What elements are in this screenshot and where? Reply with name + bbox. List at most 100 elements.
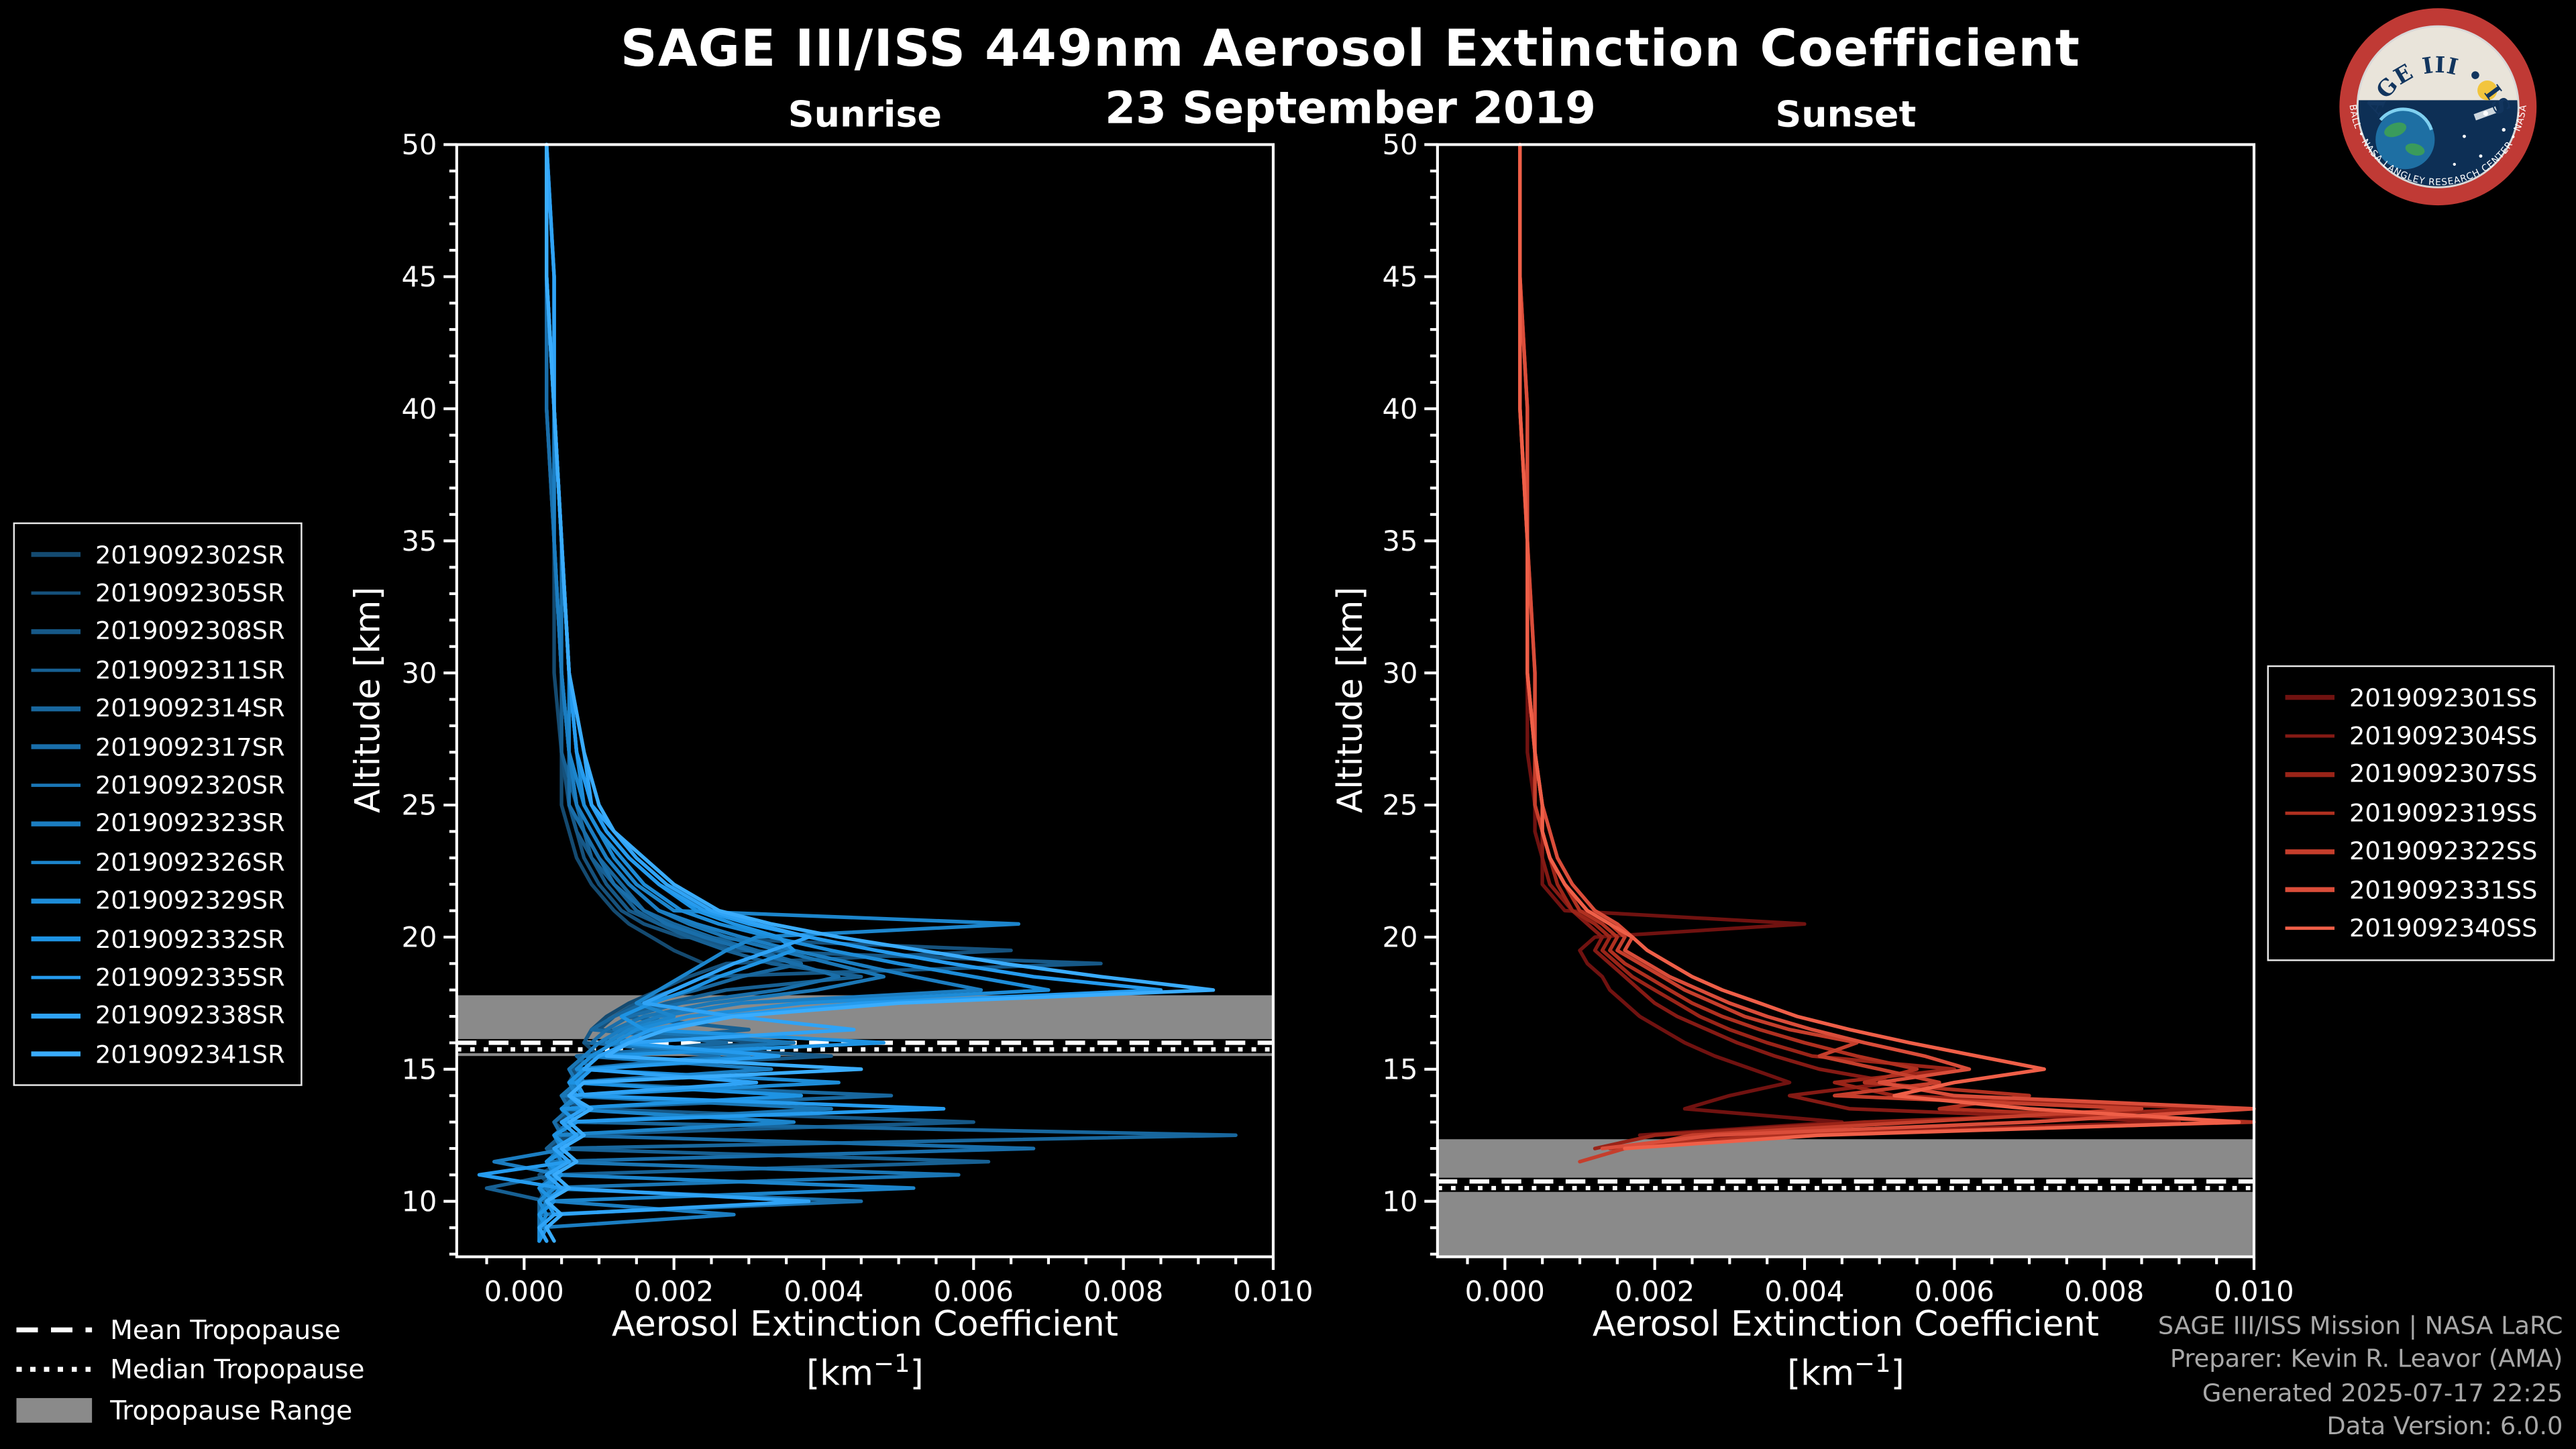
tropopause-legend: Mean Tropopause Median Tropopause Tropop…	[16, 1309, 365, 1431]
svg-text:0.000: 0.000	[1465, 1275, 1545, 1308]
legend-label: 2019092311SR	[95, 655, 285, 685]
legend-label: 2019092320SR	[95, 770, 285, 800]
legend-item-2019092326SR: 2019092326SR	[31, 843, 285, 881]
credit-mission: SAGE III/ISS Mission | NASA LaRC	[2157, 1311, 2563, 1341]
svg-text:50: 50	[401, 128, 437, 161]
series-2019092305SR	[537, 142, 1013, 1243]
series-2019092335SR	[477, 142, 1163, 1243]
legend-swatch	[31, 1014, 81, 1018]
svg-text:0.002: 0.002	[634, 1275, 714, 1308]
series-2019092319SS	[1518, 142, 2256, 1150]
sunrise-legend: 2019092302SR 2019092305SR 2019092308SR 2019…	[13, 522, 303, 1087]
svg-text:10: 10	[1383, 1185, 1418, 1218]
legend-label: 2019092314SR	[95, 694, 285, 724]
svg-text:0.008: 0.008	[2064, 1275, 2144, 1308]
legend-swatch	[31, 783, 81, 788]
legend-item-2019092317SR: 2019092317SR	[31, 728, 285, 766]
legend-label: 2019092304SS	[2349, 721, 2538, 751]
legend-swatch	[31, 591, 81, 596]
legend-item-2019092338SR: 2019092338SR	[31, 997, 285, 1035]
series-2019092329SR	[537, 142, 1051, 1243]
svg-text:15: 15	[1383, 1053, 1418, 1085]
mean-tropopause-label: Mean Tropopause	[110, 1313, 341, 1346]
legend-swatch	[2285, 734, 2335, 739]
svg-text:30: 30	[1383, 657, 1418, 690]
sunset-x-axis-unit: [km−1]	[1787, 1348, 1904, 1393]
mean-tropopause-legend-item: Mean Tropopause	[16, 1309, 364, 1350]
svg-text:35: 35	[1383, 525, 1418, 557]
legend-label: 2019092301SS	[2349, 683, 2538, 713]
series-2019092317SR	[537, 142, 1036, 1243]
legend-swatch	[31, 552, 81, 557]
svg-text:45: 45	[401, 260, 437, 293]
sage-iss-logo: SAGE III • ISS BALL • NASA LANGLEY RESEA…	[2336, 5, 2537, 206]
svg-text:40: 40	[401, 392, 437, 425]
svg-text:25: 25	[1383, 789, 1418, 822]
legend-label: 2019092326SR	[95, 847, 285, 877]
axis-ticks	[443, 143, 1275, 1271]
sunrise-panel: 0.000 0.002 0.004 0.006 0.008 0.010 10 15 20 25 30…	[401, 128, 1313, 1307]
legend-swatch	[31, 821, 81, 826]
median-tropopause-swatch	[16, 1367, 93, 1373]
tropopause-range-label: Tropopause Range	[110, 1395, 353, 1426]
svg-text:0.006: 0.006	[1915, 1275, 1994, 1308]
legend-label: 2019092340SS	[2349, 913, 2538, 943]
legend-label: 2019092329SR	[95, 885, 285, 916]
legend-item-2019092305SR: 2019092305SR	[31, 574, 285, 612]
legend-swatch	[31, 860, 81, 865]
series-2019092307SS	[1518, 142, 2218, 1150]
credits: SAGE III/ISS Mission | NASA LaRC Prepare…	[2158, 1309, 2563, 1442]
svg-text:50: 50	[1383, 128, 1418, 161]
legend-label: 2019092317SR	[95, 732, 285, 762]
legend-item-2019092314SR: 2019092314SR	[31, 690, 285, 728]
legend-swatch	[31, 667, 81, 673]
svg-text:0.000: 0.000	[484, 1275, 564, 1308]
legend-label: 2019092307SS	[2349, 759, 2538, 790]
legend-item-2019092304SS: 2019092304SS	[2285, 717, 2538, 755]
legend-item-2019092319SS: 2019092319SS	[2285, 794, 2537, 832]
tropopause-range-band	[1437, 1139, 2255, 1257]
legend-label: 2019092305SR	[95, 578, 285, 608]
svg-text:0.006: 0.006	[934, 1275, 1014, 1308]
series-2019092301SS	[1518, 142, 1844, 1137]
svg-text:20: 20	[401, 921, 437, 954]
legend-label: 2019092302SR	[95, 539, 285, 570]
logo-sun-icon	[2477, 80, 2498, 101]
sunrise-panel-title: Sunrise	[788, 95, 942, 137]
svg-text:10: 10	[401, 1185, 437, 1218]
sunset-x-axis-label: Aerosol Extinction Coefficient	[1592, 1304, 2099, 1344]
legend-item-2019092308SR: 2019092308SR	[31, 612, 285, 651]
legend-item-2019092332SR: 2019092332SR	[31, 920, 285, 958]
chart-title: SAGE III/ISS 449nm Aerosol Extinction Co…	[620, 19, 2081, 79]
legend-item-2019092329SR: 2019092329SR	[31, 881, 285, 920]
sunrise-x-axis-unit: [km−1]	[806, 1348, 924, 1393]
svg-text:0.002: 0.002	[1615, 1275, 1695, 1308]
series-2019092341SR	[545, 142, 1216, 1243]
legend-label: 2019092338SR	[95, 1001, 285, 1031]
credit-generated: Generated 2025-07-17 22:25	[2202, 1377, 2563, 1407]
legend-swatch	[2285, 888, 2335, 892]
svg-text:45: 45	[1383, 260, 1418, 293]
legend-label: 2019092332SR	[95, 924, 285, 954]
credit-data-version: Data Version: 6.0.0	[2326, 1411, 2563, 1441]
legend-swatch	[2285, 926, 2335, 930]
legend-swatch	[31, 898, 81, 903]
legend-swatch	[2285, 810, 2335, 816]
svg-text:35: 35	[401, 525, 437, 557]
legend-swatch	[31, 936, 81, 941]
legend-swatch	[31, 1052, 81, 1057]
legend-swatch	[31, 706, 81, 711]
legend-item-2019092323SR: 2019092323SR	[31, 804, 285, 843]
svg-text:25: 25	[401, 789, 437, 822]
svg-text:0.010: 0.010	[2214, 1275, 2294, 1308]
series-2019092340SS	[1518, 142, 2241, 1150]
tropopause-range-legend-item: Tropopause Range	[16, 1390, 364, 1430]
series-2019092338SR	[537, 142, 856, 1243]
series-2019092326SR	[537, 142, 1021, 1243]
legend-label: 2019092308SR	[95, 616, 285, 647]
legend-swatch	[31, 629, 81, 634]
tick-labels: 0.000 0.002 0.004 0.006 0.008 0.010 10 15 20 25 30…	[1383, 128, 2294, 1307]
tropopause-range-swatch	[16, 1398, 93, 1423]
legend-label: 2019092335SR	[95, 963, 285, 993]
